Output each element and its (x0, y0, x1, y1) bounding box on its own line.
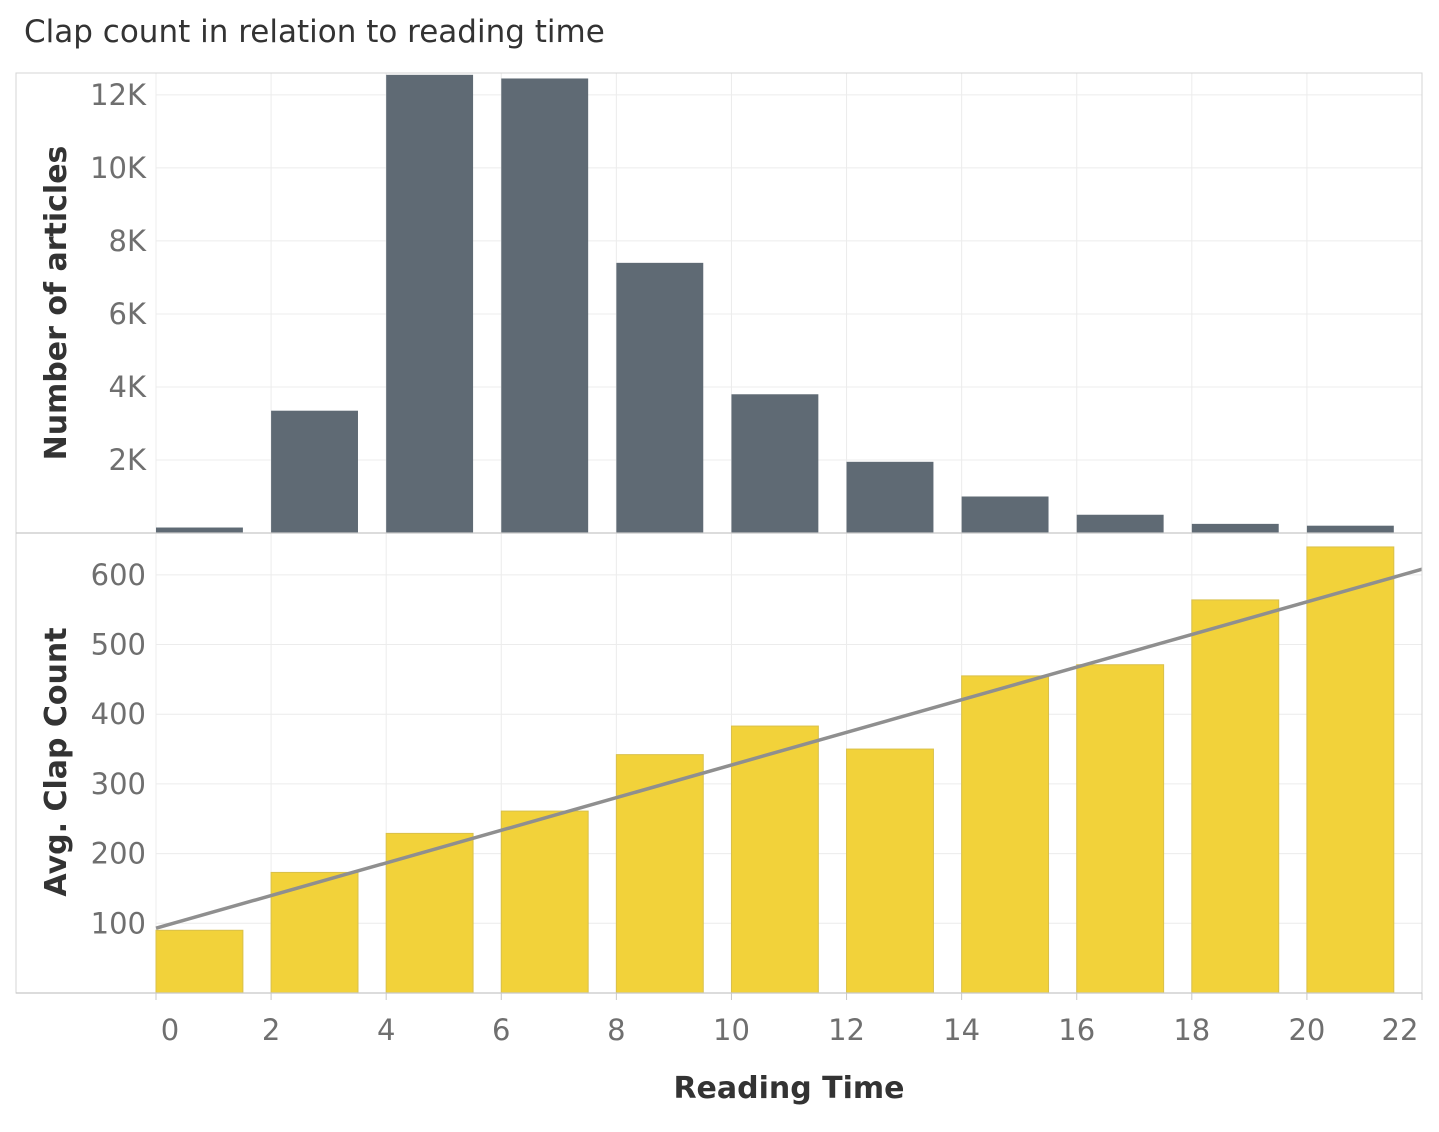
clap-count-bar (155, 929, 244, 994)
chart-title: Clap count in relation to reading time (24, 14, 605, 50)
y-tick-label: 10K (90, 151, 147, 185)
y-tick-label: 600 (91, 558, 146, 592)
clap-count-bar (961, 675, 1050, 994)
x-tick-label: 12 (828, 1013, 865, 1047)
y-ticks-top: 2K 4K 6K 8K 10K 12K (90, 78, 147, 477)
clap-count-bar (1191, 599, 1280, 994)
y-axis-title-top: Number of articles (39, 146, 74, 461)
trend-layer (155, 567, 1423, 930)
clap-count-bar (1076, 664, 1165, 994)
article-count-bar (1076, 514, 1164, 533)
x-tick-label: 2 (262, 1013, 280, 1047)
y-tick-label: 100 (91, 906, 146, 940)
x-tick-label: 14 (943, 1013, 980, 1047)
x-tick-label: 18 (1173, 1013, 1210, 1047)
clap-count-bar (615, 754, 704, 994)
x-tick-label: 10 (713, 1013, 750, 1047)
x-tick-label: 20 (1288, 1013, 1325, 1047)
y-tick-label: 300 (91, 767, 146, 801)
article-count-bar (1306, 525, 1394, 533)
x-tick-label: 22 (1382, 1013, 1419, 1047)
x-tick-label: 8 (607, 1013, 625, 1047)
y-tick-label: 12K (90, 78, 147, 112)
x-tick-label: 4 (377, 1013, 395, 1047)
x-tick-label: 0 (161, 1013, 179, 1047)
x-axis-title: Reading Time (673, 1071, 904, 1106)
article-count-bar (846, 461, 934, 533)
clap-count-bar (500, 810, 589, 994)
article-count-bar (501, 78, 589, 533)
clap-count-bars (155, 546, 1395, 994)
y-tick-label: 200 (91, 837, 146, 871)
article-count-bar (731, 394, 819, 533)
x-tick-label: 6 (492, 1013, 510, 1047)
y-axis-title-bottom: Avg. Clap Count (39, 627, 74, 896)
article-count-bar (616, 262, 704, 533)
article-count-bar (271, 410, 358, 533)
article-count-bars (156, 74, 1394, 534)
article-count-bar (386, 74, 474, 534)
x-ticks: 0 2 4 6 8 10 12 14 16 18 20 22 (155, 993, 1423, 1047)
trend-line (155, 567, 1423, 930)
clap-count-bar (1306, 546, 1395, 994)
article-count-bar (961, 496, 1049, 533)
clap-count-bar (846, 748, 934, 994)
article-count-bar (156, 527, 243, 533)
x-tick-label: 16 (1058, 1013, 1095, 1047)
clap-count-bar (730, 725, 819, 994)
y-tick-label: 6K (109, 297, 147, 331)
article-count-bar (1191, 523, 1279, 533)
clap-count-bar (385, 832, 474, 994)
panel-frame (15, 72, 1423, 994)
y-tick-label: 2K (109, 443, 147, 477)
y-tick-label: 500 (91, 628, 146, 662)
y-tick-label: 4K (109, 370, 147, 404)
y-tick-label: 8K (109, 224, 147, 258)
y-ticks-bottom: 100 200 300 400 500 600 (91, 558, 146, 940)
y-tick-label: 400 (91, 697, 146, 731)
